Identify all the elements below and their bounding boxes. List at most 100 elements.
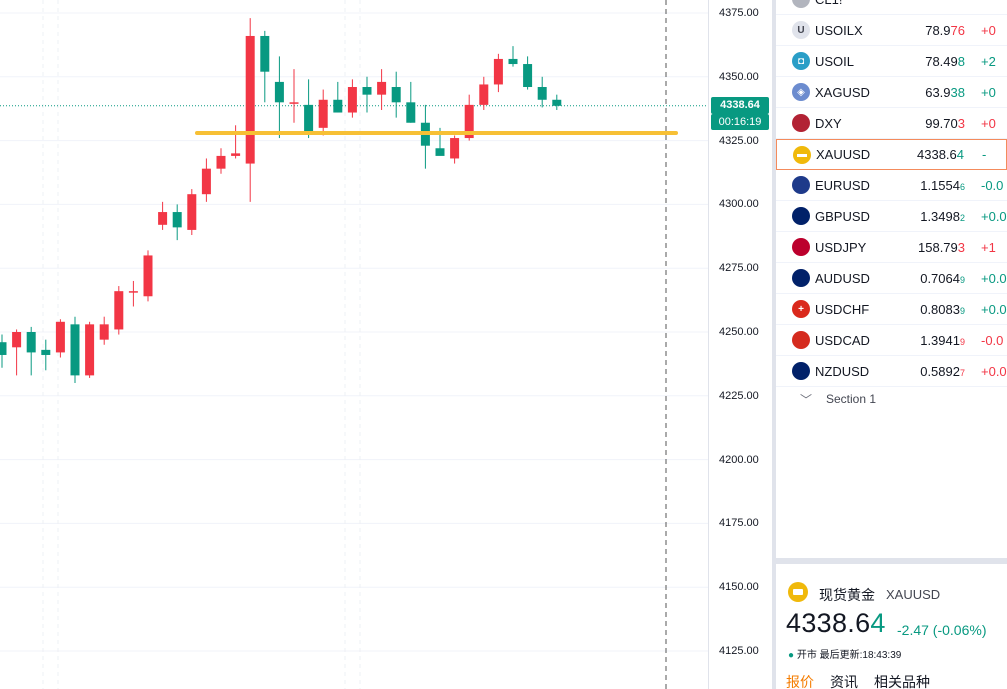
watchlist-row[interactable]: NZDUSD 0.58927 +0.0 bbox=[776, 356, 1007, 387]
watchlist-row[interactable]: CL1! bbox=[776, 0, 1007, 15]
symbol-ticker: XAUUSD bbox=[886, 587, 941, 602]
candle-body bbox=[274, 81, 284, 103]
symbol-name: 现货黄金 bbox=[819, 587, 875, 603]
candle-body bbox=[231, 153, 241, 156]
us-jp-flag-icon bbox=[792, 238, 810, 256]
watchlist-symbol: XAUUSD bbox=[816, 147, 871, 162]
candle-body bbox=[318, 99, 328, 128]
watchlist-row[interactable]: + USDCHF 0.80839 +0.0 bbox=[776, 294, 1007, 325]
tab-news[interactable]: 资讯 bbox=[830, 674, 858, 689]
watchlist-last-price: 1.15546 bbox=[920, 177, 965, 193]
candle-body bbox=[552, 99, 562, 106]
chart-area[interactable] bbox=[0, 0, 708, 689]
watchlist-change: +1 bbox=[981, 239, 996, 255]
price-tick-label: 4275.00 bbox=[719, 262, 759, 275]
silver-coin-icon: ◈ bbox=[792, 83, 810, 101]
candle-body bbox=[187, 194, 197, 230]
candle-body bbox=[333, 99, 343, 113]
watchlist-last-price: 78.498 bbox=[925, 53, 965, 69]
tab-related[interactable]: 相关品种 bbox=[874, 674, 930, 689]
candle-body bbox=[128, 291, 138, 293]
gb-us-flag-icon bbox=[792, 207, 810, 225]
price-tick-label: 4225.00 bbox=[719, 389, 759, 402]
candle-body bbox=[391, 87, 401, 103]
price-tick-label: 4125.00 bbox=[719, 645, 759, 657]
candle-body bbox=[289, 102, 299, 104]
price-axis[interactable]: 4375.00 4350.00 4325.00 4300.00 4275.00 4250.… bbox=[708, 0, 772, 689]
oil-icon bbox=[792, 0, 810, 8]
watchlist-row[interactable]: EURUSD 1.15546 -0.0 bbox=[776, 170, 1007, 201]
watchlist-last-price: 63.938 bbox=[925, 84, 965, 100]
candle-body bbox=[99, 324, 109, 340]
watchlist-last-price: 0.80839 bbox=[920, 301, 965, 317]
candle-body bbox=[450, 138, 460, 159]
watchlist-change: +2 bbox=[981, 53, 996, 69]
watchlist-symbol: XAGUSD bbox=[815, 84, 870, 100]
eu-us-flag-icon bbox=[792, 176, 810, 194]
candle-body bbox=[26, 332, 36, 353]
tab-quote[interactable]: 报价 bbox=[786, 674, 814, 689]
watchlist-last-price: 78.976 bbox=[925, 22, 965, 38]
watchlist-symbol: USOILX bbox=[815, 22, 863, 38]
candle-body bbox=[70, 324, 80, 376]
au-us-flag-icon bbox=[792, 269, 810, 287]
us-flag-icon bbox=[792, 114, 810, 132]
watchlist-row[interactable]: USDJPY 158.793 +1 bbox=[776, 232, 1007, 263]
us-ca-flag-icon bbox=[792, 331, 810, 349]
watchlist-row[interactable]: U USOILX 78.976 +0 bbox=[776, 15, 1007, 46]
candle-countdown-tag: 00:16:19 bbox=[711, 113, 769, 130]
candle-body bbox=[347, 87, 357, 113]
panel-splitter[interactable] bbox=[772, 0, 776, 689]
watchlist-change: +0 bbox=[981, 84, 996, 100]
watchlist-change: -0.0 bbox=[981, 332, 1004, 348]
watchlist-symbol: USDJPY bbox=[815, 239, 867, 255]
details-tabs: 报价 资讯 相关品种 bbox=[786, 672, 930, 689]
watchlist-change: +0 bbox=[981, 115, 996, 131]
price-tick-label: 4250.00 bbox=[719, 326, 759, 338]
watchlist-row[interactable]: USDCAD 1.39419 -0.0 bbox=[776, 325, 1007, 356]
watchlist-symbol: USDCHF bbox=[815, 301, 870, 317]
watchlist-symbol: NZDUSD bbox=[815, 363, 870, 379]
gold-coin-icon: ▬ bbox=[793, 145, 811, 164]
watchlist-change: +0.0 bbox=[981, 208, 1007, 224]
current-price-tag: 4338.64 bbox=[711, 96, 769, 114]
us-ch-flag-icon: + bbox=[792, 300, 810, 318]
candle-body bbox=[245, 35, 255, 164]
candle-body bbox=[479, 84, 489, 105]
price-tick-label: 4150.00 bbox=[719, 581, 759, 594]
watchlist-section-header[interactable]: ﹀ Section 1 bbox=[776, 384, 1007, 414]
candle-body bbox=[464, 104, 474, 139]
candle-body bbox=[85, 324, 95, 376]
watchlist-symbol: USDCAD bbox=[815, 332, 870, 348]
watchlist-last-price: 4338.64 bbox=[917, 147, 964, 162]
candle-body bbox=[172, 212, 182, 228]
candle-body bbox=[537, 87, 547, 100]
watchlist-row[interactable]: ◘ USOIL 78.498 +2 bbox=[776, 46, 1007, 77]
candle-body bbox=[41, 349, 51, 355]
candle-body bbox=[12, 332, 22, 348]
candle-body bbox=[55, 321, 65, 353]
watchlist-panel: CL1! U USOILX 78.976 +0 ◘ USOIL 78.498 +2 ◈ XAGUSD… bbox=[776, 0, 1007, 689]
last-price: 4338.64 bbox=[786, 608, 886, 638]
watchlist-row[interactable]: AUDUSD 0.70649 +0.0 bbox=[776, 263, 1007, 294]
candle-body bbox=[304, 104, 314, 133]
price-tick-label: 4300.00 bbox=[719, 198, 759, 211]
watchlist-row[interactable]: ▬ XAUUSD 4338.64 - bbox=[776, 139, 1007, 170]
watchlist-symbol: AUDUSD bbox=[815, 270, 870, 286]
watchlist-change: +0.0 bbox=[981, 301, 1007, 317]
candle-body bbox=[143, 255, 153, 297]
watchlist-change: +0.0 bbox=[981, 270, 1007, 286]
watchlist-change: +0 bbox=[981, 22, 996, 38]
candle-body bbox=[377, 81, 387, 95]
watchlist-row[interactable]: GBPUSD 1.34982 +0.0 bbox=[776, 201, 1007, 232]
chevron-down-icon[interactable]: ﹀ bbox=[800, 392, 813, 407]
section-label: Section 1 bbox=[826, 392, 877, 406]
watchlist-row[interactable]: ◈ XAGUSD 63.938 +0 bbox=[776, 77, 1007, 108]
candlestick-chart[interactable] bbox=[0, 0, 708, 689]
nz-us-flag-icon bbox=[792, 362, 810, 380]
watchlist-last-price: 158.793 bbox=[918, 239, 965, 255]
candle-body bbox=[362, 87, 372, 95]
price-tick-label: 4375.00 bbox=[719, 7, 759, 19]
watchlist-row[interactable]: DXY 99.703 +0 bbox=[776, 108, 1007, 139]
watchlist-symbol: EURUSD bbox=[815, 177, 870, 193]
